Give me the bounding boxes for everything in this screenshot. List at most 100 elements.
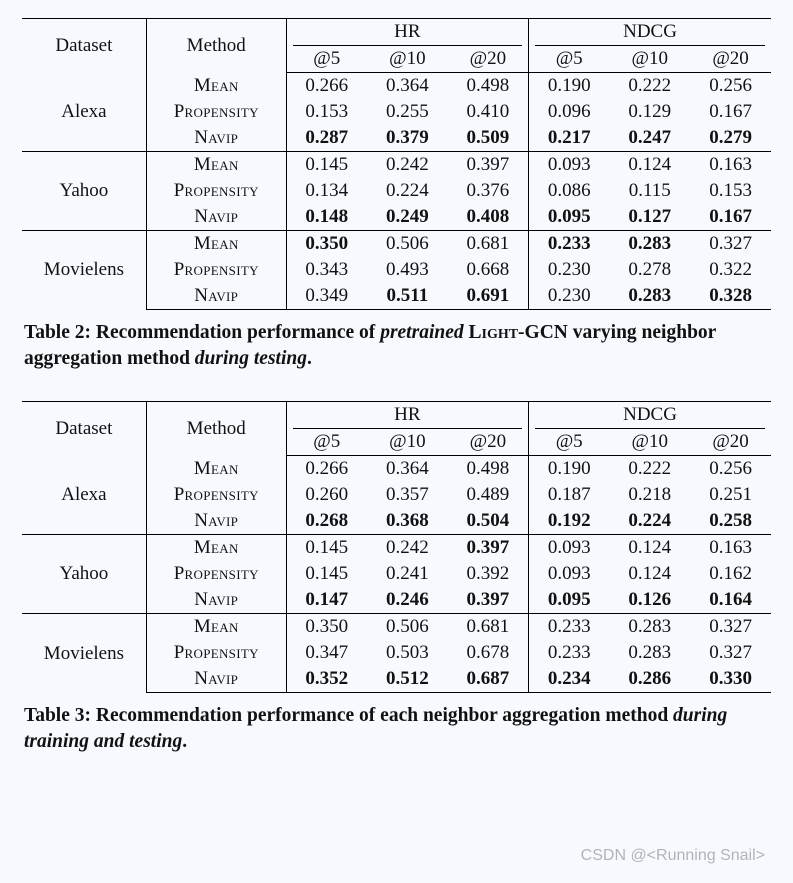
value-cell: 0.256 — [690, 73, 771, 100]
value-cell: 0.283 — [609, 614, 690, 641]
value-cell: 0.124 — [609, 152, 690, 179]
value-cell: 0.493 — [367, 257, 448, 283]
value-cell: 0.233 — [529, 614, 610, 641]
value-cell: 0.241 — [367, 561, 448, 587]
value-cell: 0.224 — [609, 508, 690, 535]
table-2-caption: Table 2: Recommendation performance of p… — [24, 320, 769, 371]
value-cell: 0.093 — [529, 535, 610, 562]
value-cell: 0.124 — [609, 535, 690, 562]
value-cell: 0.347 — [286, 640, 367, 666]
value-cell: 0.217 — [529, 125, 610, 152]
value-cell: 0.242 — [367, 535, 448, 562]
value-cell: 0.242 — [367, 152, 448, 179]
table-3-caption: Table 3: Recommendation performance of e… — [24, 703, 769, 754]
method-cell: Navip — [146, 283, 286, 310]
value-cell: 0.368 — [367, 508, 448, 535]
value-cell: 0.222 — [609, 456, 690, 483]
value-cell: 0.129 — [609, 99, 690, 125]
value-cell: 0.162 — [690, 561, 771, 587]
dataset-cell: Yahoo — [22, 535, 146, 614]
value-cell: 0.115 — [609, 178, 690, 204]
value-cell: 0.230 — [529, 257, 610, 283]
header-hr-10: @10 — [367, 429, 448, 456]
method-cell: Mean — [146, 152, 286, 179]
value-cell: 0.350 — [286, 231, 367, 258]
header-dataset: Dataset — [22, 402, 146, 456]
method-cell: Mean — [146, 614, 286, 641]
header-ndcg-5: @5 — [529, 46, 610, 73]
header-hr-10: @10 — [367, 46, 448, 73]
method-cell: Navip — [146, 508, 286, 535]
header-hr: HR — [286, 19, 528, 46]
method-cell: Navip — [146, 587, 286, 614]
method-cell: Mean — [146, 456, 286, 483]
value-cell: 0.681 — [448, 614, 529, 641]
value-cell: 0.218 — [609, 482, 690, 508]
dataset-cell: Alexa — [22, 456, 146, 535]
value-cell: 0.190 — [529, 456, 610, 483]
value-cell: 0.086 — [529, 178, 610, 204]
value-cell: 0.251 — [690, 482, 771, 508]
value-cell: 0.397 — [448, 152, 529, 179]
value-cell: 0.153 — [286, 99, 367, 125]
value-cell: 0.509 — [448, 125, 529, 152]
value-cell: 0.504 — [448, 508, 529, 535]
value-cell: 0.678 — [448, 640, 529, 666]
value-cell: 0.287 — [286, 125, 367, 152]
value-cell: 0.224 — [367, 178, 448, 204]
value-cell: 0.096 — [529, 99, 610, 125]
header-ndcg: NDCG — [529, 402, 771, 429]
value-cell: 0.260 — [286, 482, 367, 508]
value-cell: 0.167 — [690, 99, 771, 125]
header-ndcg-20: @20 — [690, 429, 771, 456]
table-2-body: AlexaMean0.2660.3640.4980.1900.2220.256P… — [22, 73, 771, 310]
method-cell: Mean — [146, 535, 286, 562]
header-dataset: Dataset — [22, 19, 146, 73]
dataset-cell: Yahoo — [22, 152, 146, 231]
value-cell: 0.357 — [367, 482, 448, 508]
value-cell: 0.233 — [529, 640, 610, 666]
value-cell: 0.163 — [690, 152, 771, 179]
value-cell: 0.145 — [286, 535, 367, 562]
value-cell: 0.145 — [286, 561, 367, 587]
value-cell: 0.511 — [367, 283, 448, 310]
value-cell: 0.230 — [529, 283, 610, 310]
value-cell: 0.327 — [690, 640, 771, 666]
table-row: YahooMean0.1450.2420.3970.0930.1240.163 — [22, 535, 771, 562]
value-cell: 0.124 — [609, 561, 690, 587]
value-cell: 0.256 — [690, 456, 771, 483]
dataset-cell: Movielens — [22, 231, 146, 310]
method-cell: Propensity — [146, 178, 286, 204]
value-cell: 0.687 — [448, 666, 529, 693]
value-cell: 0.506 — [367, 614, 448, 641]
value-cell: 0.512 — [367, 666, 448, 693]
value-cell: 0.127 — [609, 204, 690, 231]
value-cell: 0.095 — [529, 587, 610, 614]
value-cell: 0.249 — [367, 204, 448, 231]
value-cell: 0.147 — [286, 587, 367, 614]
table-2: Dataset Method HR NDCG @5 @10 @20 @5 @10… — [22, 18, 771, 310]
value-cell: 0.330 — [690, 666, 771, 693]
value-cell: 0.328 — [690, 283, 771, 310]
value-cell: 0.397 — [448, 587, 529, 614]
value-cell: 0.681 — [448, 231, 529, 258]
method-cell: Navip — [146, 125, 286, 152]
header-hr-5: @5 — [286, 46, 367, 73]
value-cell: 0.266 — [286, 456, 367, 483]
value-cell: 0.376 — [448, 178, 529, 204]
method-cell: Mean — [146, 73, 286, 100]
header-method: Method — [146, 19, 286, 73]
method-cell: Propensity — [146, 482, 286, 508]
value-cell: 0.498 — [448, 73, 529, 100]
dataset-cell: Movielens — [22, 614, 146, 693]
value-cell: 0.410 — [448, 99, 529, 125]
header-hr-20: @20 — [448, 429, 529, 456]
method-cell: Propensity — [146, 561, 286, 587]
value-cell: 0.246 — [367, 587, 448, 614]
value-cell: 0.489 — [448, 482, 529, 508]
value-cell: 0.279 — [690, 125, 771, 152]
value-cell: 0.327 — [690, 231, 771, 258]
table-3-body: AlexaMean0.2660.3640.4980.1900.2220.256P… — [22, 456, 771, 693]
header-hr-20: @20 — [448, 46, 529, 73]
value-cell: 0.364 — [367, 73, 448, 100]
